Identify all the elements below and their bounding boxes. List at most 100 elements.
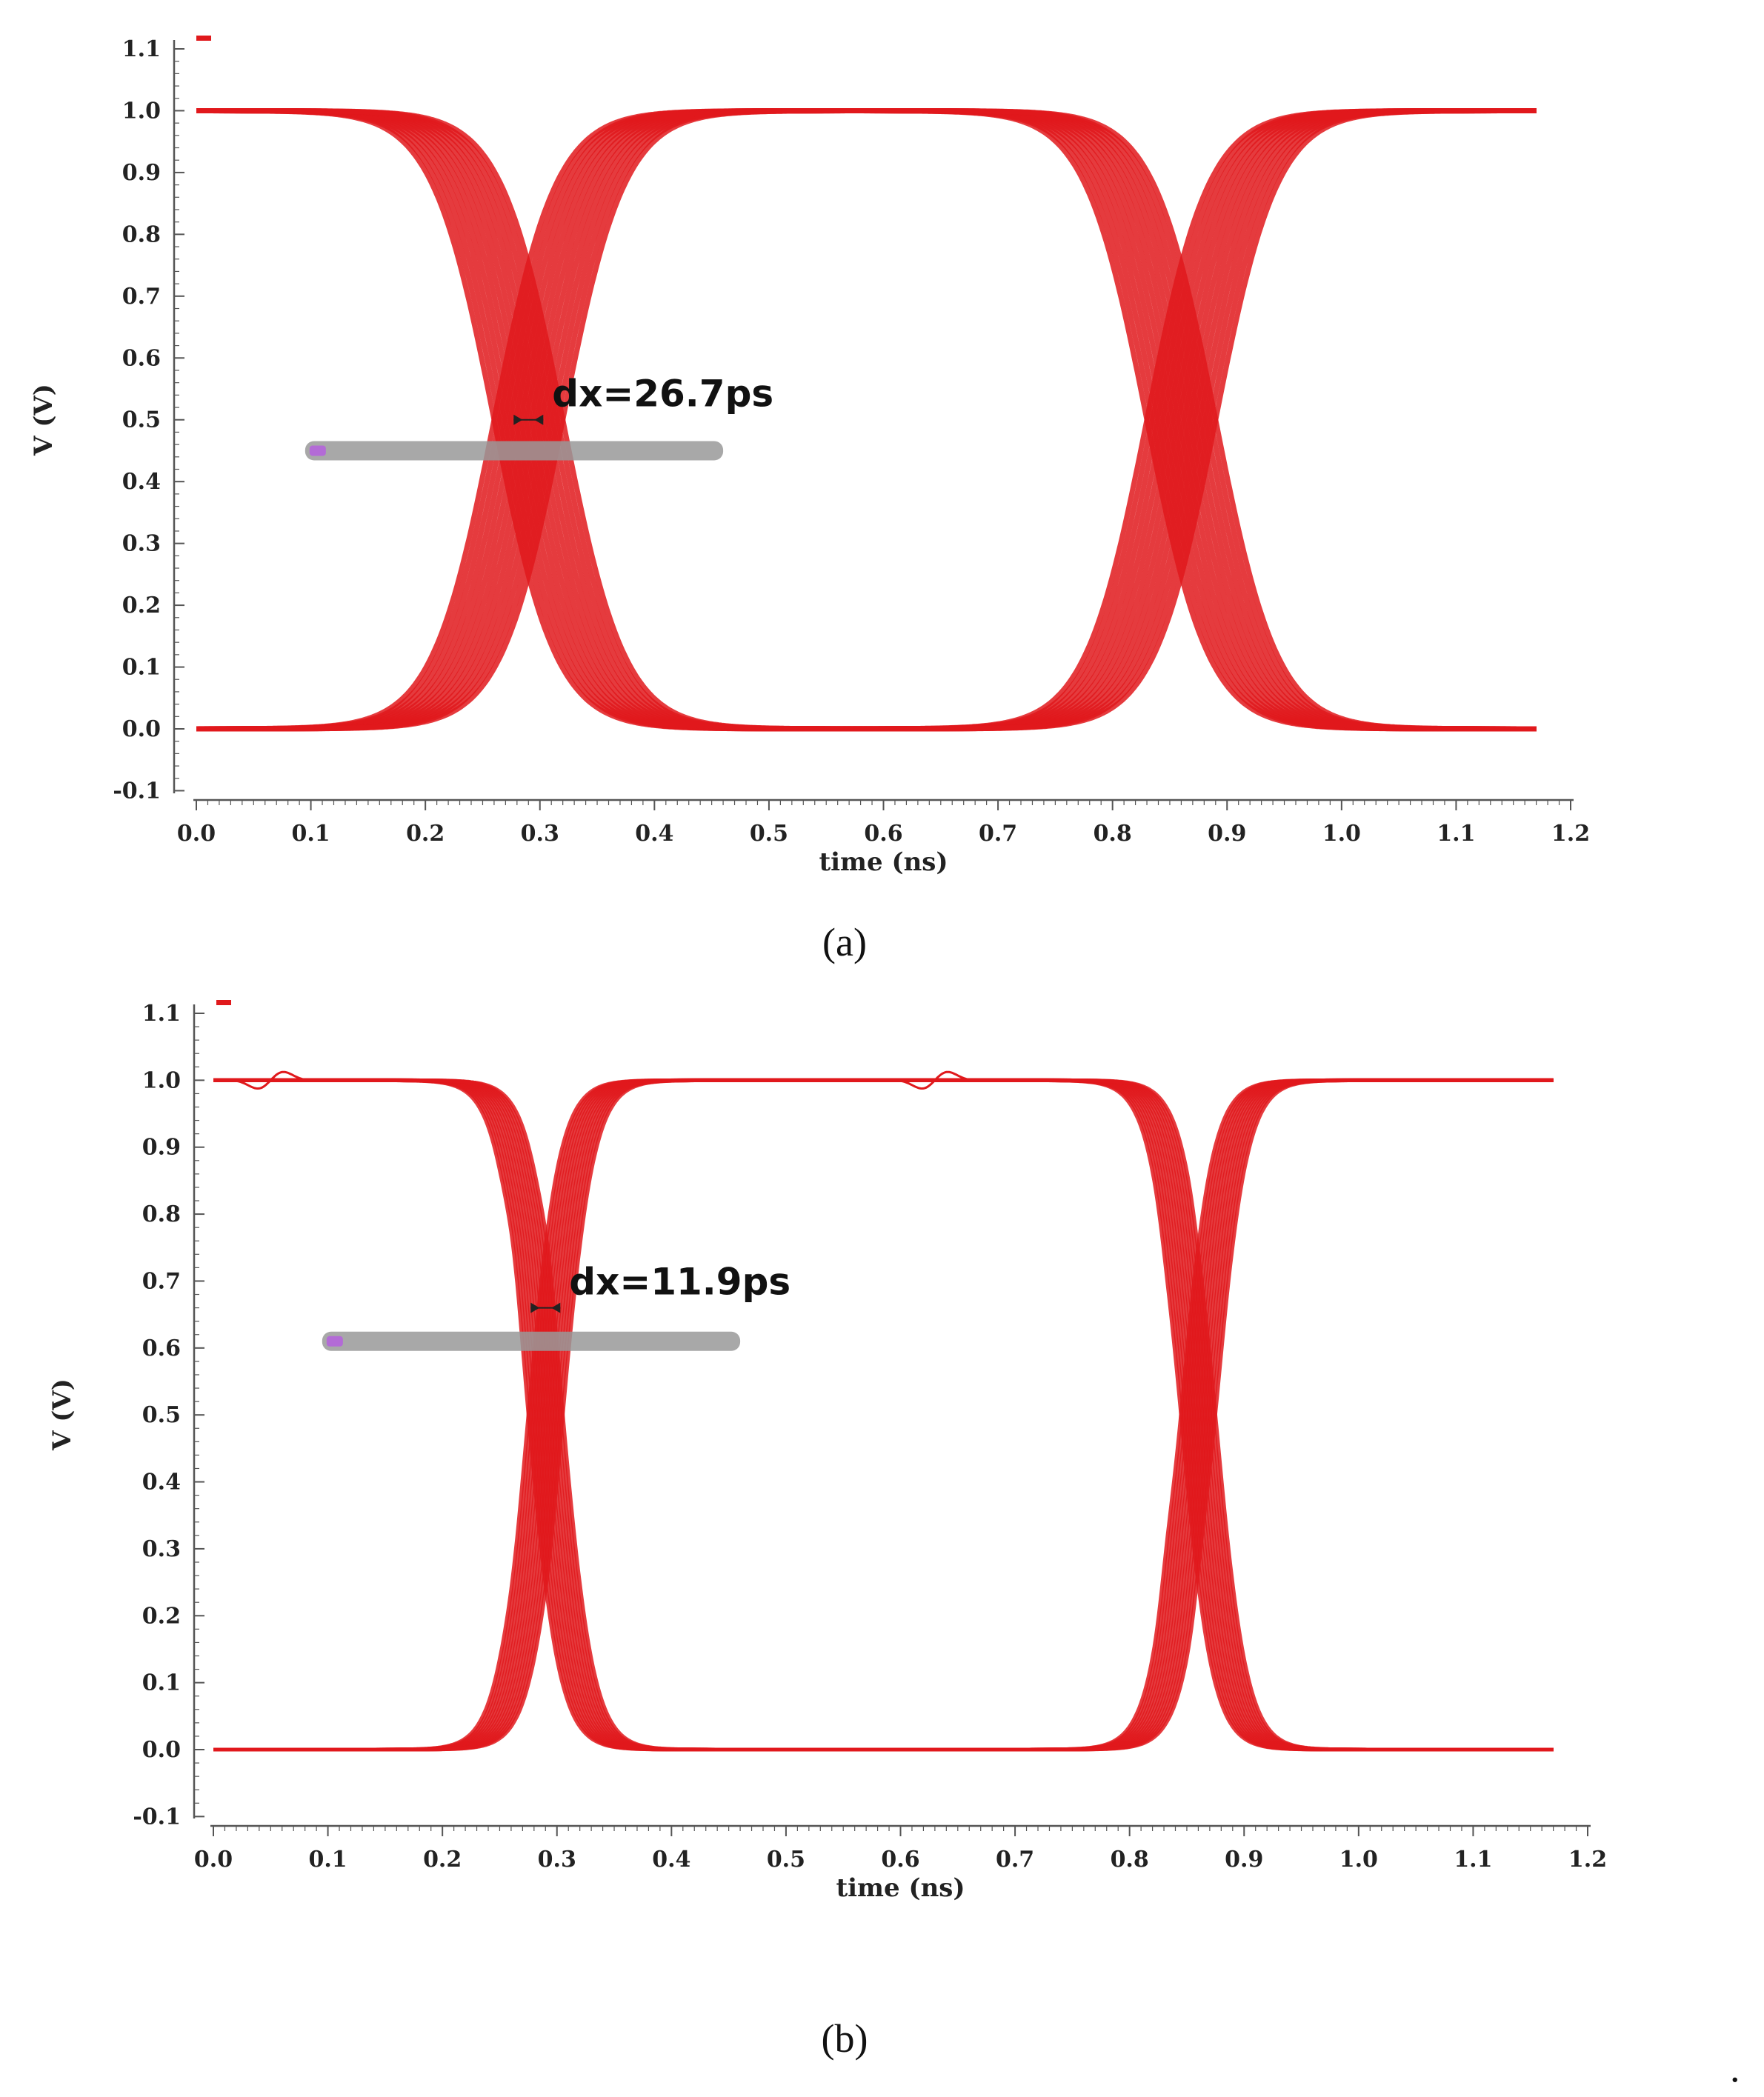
eye-trace <box>196 108 1537 732</box>
x-tick-label: 0.9 <box>1225 1847 1263 1873</box>
eye-trace <box>196 108 1537 732</box>
chart-panel-a: 1.1 1.0 0.9 0.8 0.7 0.6 0.5 0.4 0.3 0.2 0.1 0.0 -0.1… <box>29 36 1590 877</box>
dx-marker-arrow <box>513 414 523 425</box>
eye-trace <box>213 1078 1554 1752</box>
y-tick-label: 0.8 <box>142 1201 181 1227</box>
x-tick-label: 0.6 <box>864 821 902 847</box>
eye-trace <box>196 108 1537 732</box>
eye-trace <box>213 1078 1554 1752</box>
x-tick-label: 0.8 <box>1111 1847 1149 1873</box>
x-tick-label: 0.9 <box>1208 821 1246 847</box>
eye-trace <box>213 1078 1554 1752</box>
eye-trace <box>213 1078 1554 1752</box>
x-tick-label: 0.5 <box>750 821 788 847</box>
eye-trace <box>213 1078 1554 1752</box>
eye-trace <box>196 108 1537 732</box>
x-tick-label: 1.1 <box>1437 821 1475 847</box>
dx-marker-arrow <box>551 1302 561 1313</box>
eye-trace <box>213 1078 1554 1752</box>
eye-trace <box>196 108 1537 732</box>
x-tick-label: 0.0 <box>177 821 216 847</box>
legend-swatch <box>216 1000 231 1005</box>
eye-trace <box>213 1078 1554 1752</box>
eye-trace <box>196 108 1537 732</box>
y-tick-label: -0.1 <box>133 1804 181 1830</box>
x-tick-label: 0.2 <box>423 1847 462 1873</box>
eye-trace <box>196 108 1537 732</box>
eye-trace <box>196 108 1537 732</box>
eye-trace <box>213 1078 1554 1752</box>
x-tick-label: 1.2 <box>1568 1847 1607 1873</box>
x-tick-label: 0.1 <box>291 821 330 847</box>
x-tick-label: 0.3 <box>538 1847 576 1873</box>
x-tick-label: 1.0 <box>1339 1847 1378 1873</box>
y-tick-label: 0.5 <box>122 407 161 433</box>
eye-trace <box>213 1078 1554 1752</box>
y-tick-label: 0.3 <box>122 531 161 557</box>
x-tick-label: 1.2 <box>1551 821 1590 847</box>
eye-trace <box>196 108 1537 732</box>
eye-trace <box>196 108 1537 732</box>
eye-trace <box>213 1078 1554 1752</box>
eye-trace <box>213 1078 1554 1752</box>
eye-trace <box>213 1078 1554 1752</box>
y-tick-label: 0.4 <box>122 469 161 495</box>
x-tick-label: 0.8 <box>1094 821 1132 847</box>
x-tick-label: 0.1 <box>308 1847 347 1873</box>
y-tick-label: 0.4 <box>142 1470 181 1496</box>
y-tick-label: 0.9 <box>122 160 161 186</box>
eye-trace <box>213 1078 1554 1752</box>
eye-trace <box>196 108 1537 732</box>
eye-trace <box>196 108 1537 732</box>
x-tick-label: 0.4 <box>652 1847 690 1873</box>
eye-trace <box>196 108 1537 732</box>
y-tick-label: 0.2 <box>122 593 161 619</box>
x-tick-label: 1.0 <box>1322 821 1361 847</box>
eye-trace <box>196 108 1537 732</box>
x-tick-label: 0.0 <box>194 1847 233 1873</box>
x-tick-label: 0.4 <box>635 821 673 847</box>
eye-trace <box>213 1078 1554 1752</box>
eye-trace <box>196 108 1537 732</box>
y-axis-title: V (V) <box>47 1378 77 1451</box>
x-tick-label: 0.7 <box>996 1847 1034 1873</box>
eye-trace <box>213 1078 1554 1752</box>
eye-trace <box>196 108 1537 732</box>
y-tick-label: 1.1 <box>142 1001 181 1027</box>
y-tick-label: 0.0 <box>122 716 161 742</box>
x-axis-title: time (ns) <box>836 1873 965 1903</box>
caption-a: (a) <box>822 920 867 964</box>
x-tick-label: 0.3 <box>521 821 559 847</box>
dx-annotation: dx=11.9ps <box>569 1261 791 1304</box>
eye-trace <box>213 1078 1554 1752</box>
eye-trace <box>196 108 1537 732</box>
eye-trace <box>196 108 1537 732</box>
eye-trace <box>213 1078 1554 1752</box>
marker-chip <box>326 1336 343 1347</box>
marker-readout-box <box>304 441 724 461</box>
y-tick-label: 0.6 <box>142 1336 181 1361</box>
eye-trace <box>196 108 1537 732</box>
dx-marker-arrow <box>534 414 544 425</box>
y-tick-label: 0.7 <box>142 1268 181 1294</box>
dx-annotation: dx=26.7ps <box>552 373 773 416</box>
eye-trace <box>213 1078 1554 1752</box>
y-tick-label: 0.5 <box>142 1402 181 1428</box>
ringing-glitch <box>877 1070 993 1090</box>
y-tick-label: 0.6 <box>122 345 161 371</box>
eye-trace <box>196 108 1537 732</box>
y-tick-label: 0.7 <box>122 284 161 310</box>
eye-trace <box>213 1078 1554 1752</box>
x-tick-label: 0.2 <box>406 821 445 847</box>
y-tick-label: 0.3 <box>142 1536 181 1562</box>
y-tick-label: 0.2 <box>142 1603 181 1629</box>
eye-trace <box>196 108 1537 732</box>
eye-trace <box>213 1078 1554 1752</box>
eye-trace <box>196 108 1537 732</box>
legend-swatch <box>196 36 211 41</box>
eye-trace <box>213 1078 1554 1752</box>
y-tick-label: -0.1 <box>113 778 161 804</box>
y-tick-label: 1.1 <box>122 36 161 62</box>
y-axis-title: V (V) <box>29 384 59 456</box>
eye-trace <box>213 1078 1554 1752</box>
